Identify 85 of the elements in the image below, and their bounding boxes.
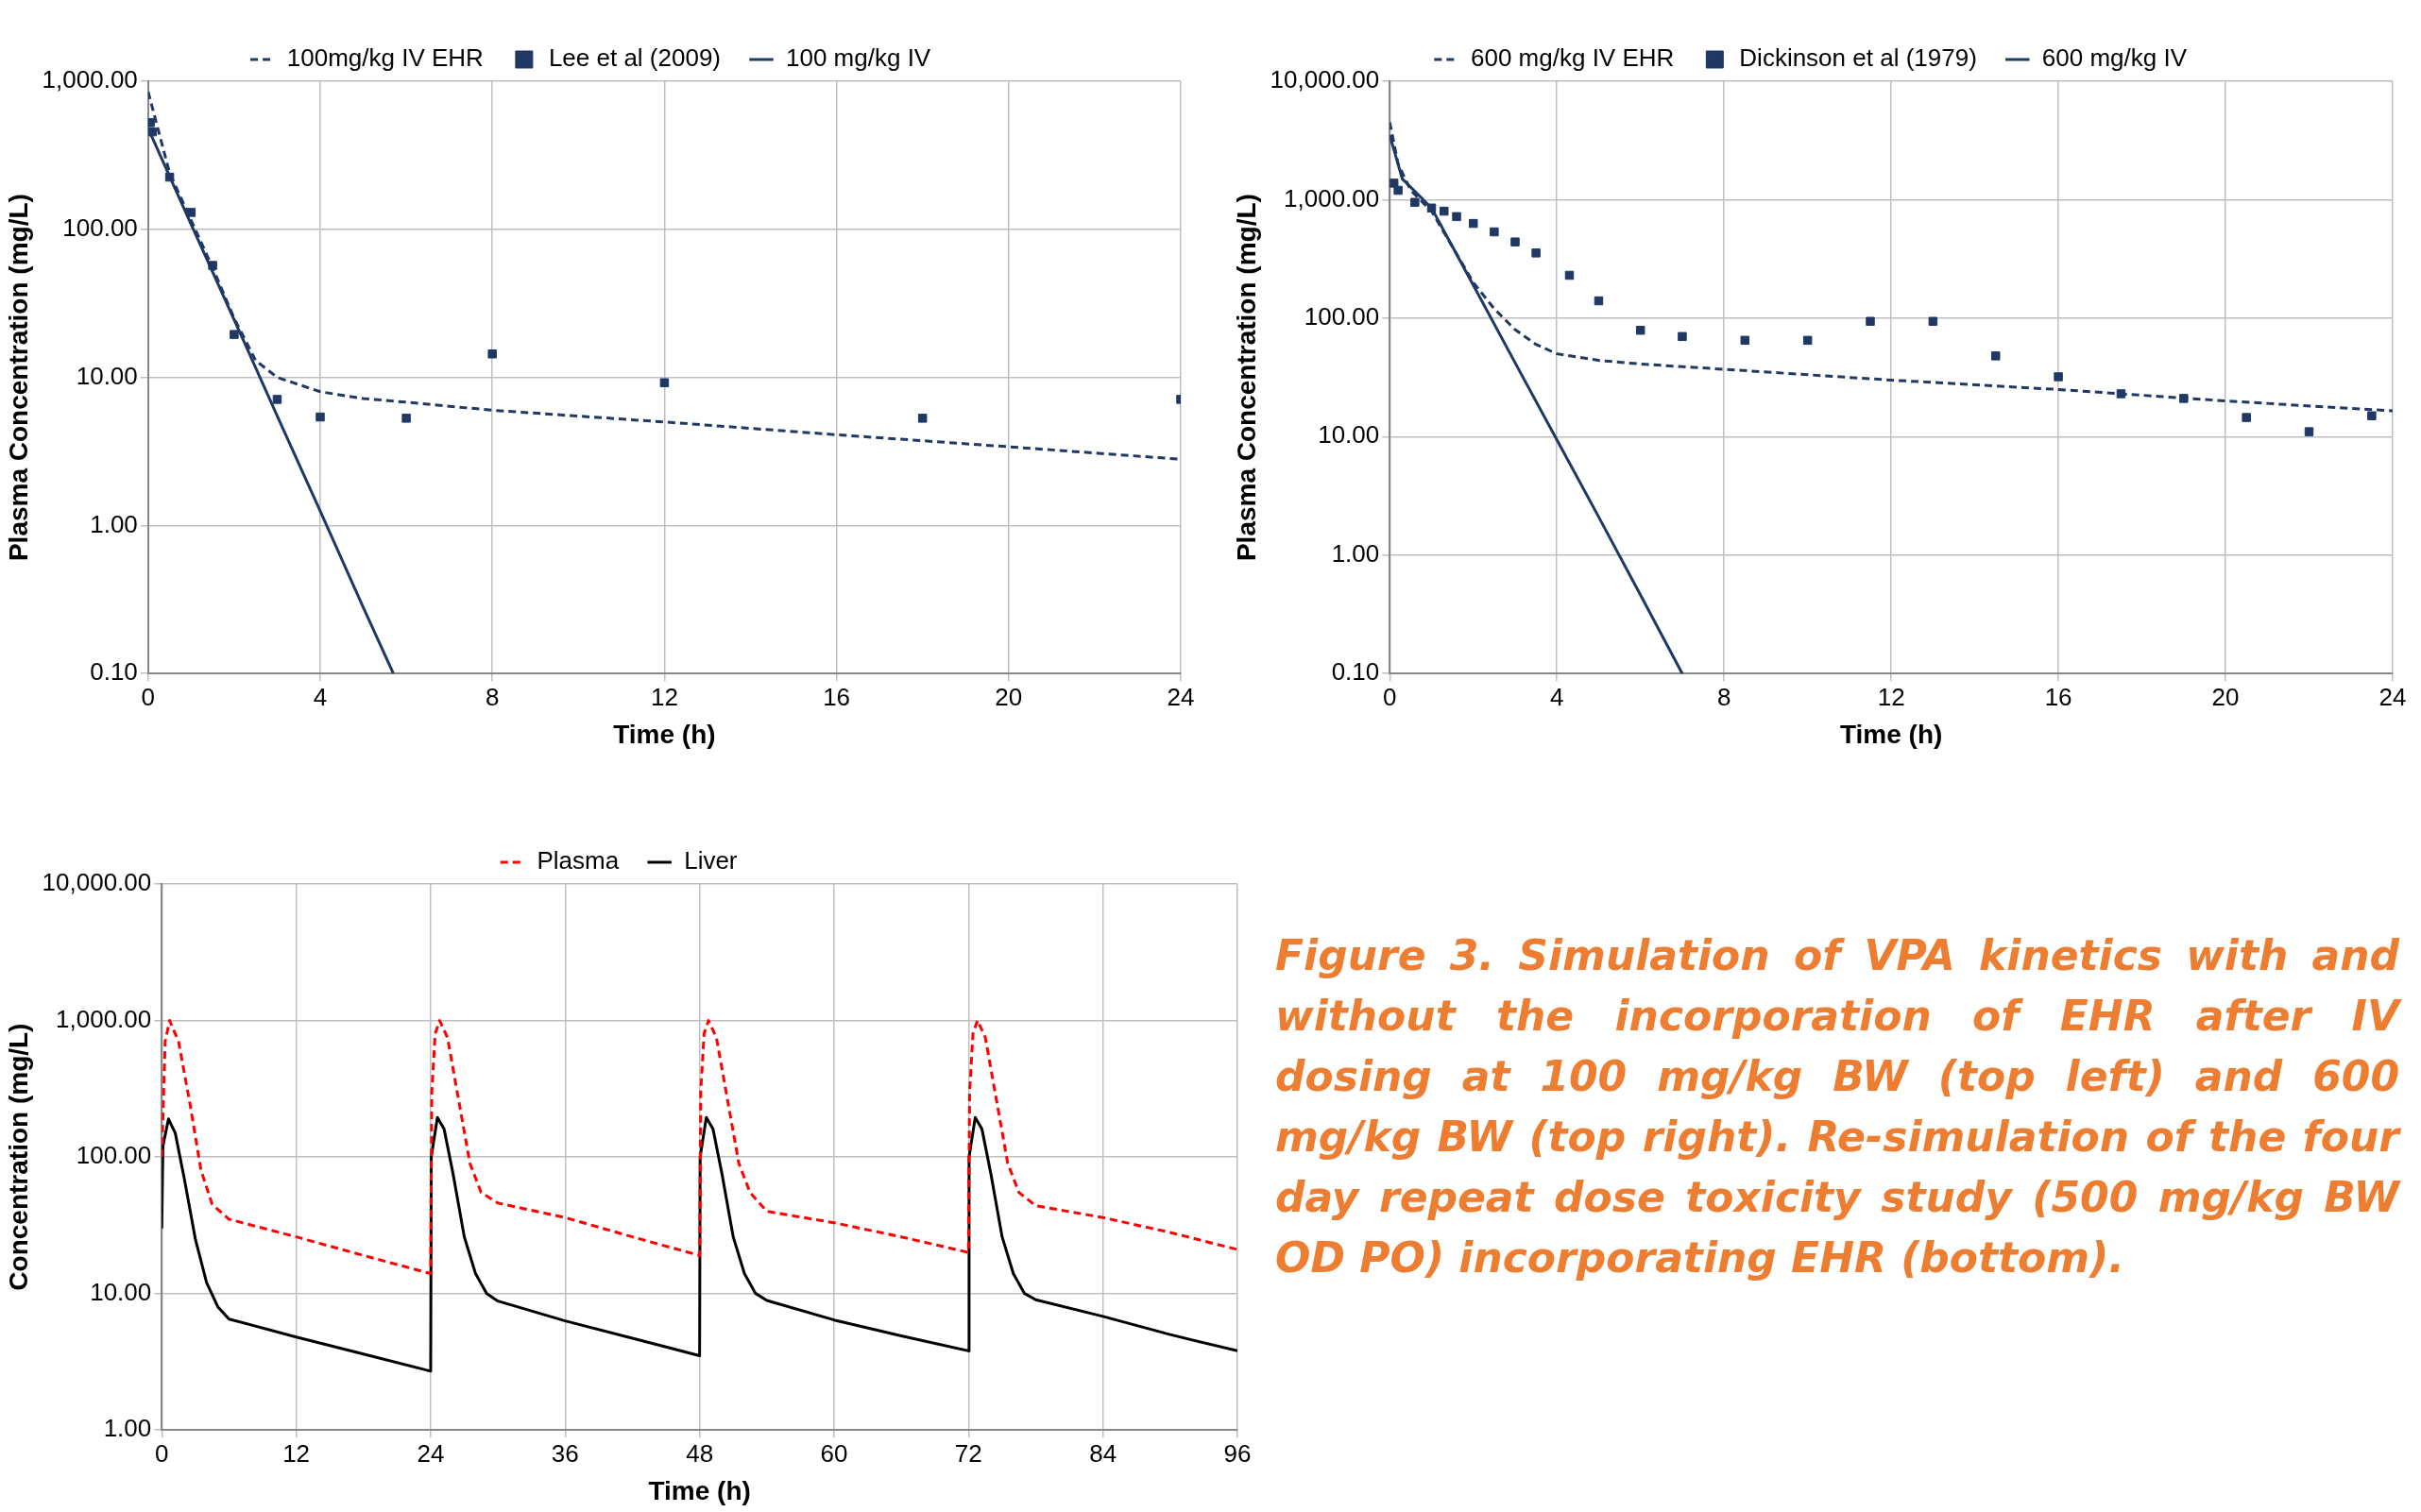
x-tick-label: 36 <box>551 1438 579 1468</box>
y-tick-label: 100.00 <box>76 1141 152 1170</box>
point <box>1740 335 1750 346</box>
y-tick-label: 10.00 <box>90 1277 152 1306</box>
legend-label: Dickinson et al (1979) <box>1739 43 1977 73</box>
x-tick-label: 4 <box>1549 682 1564 711</box>
point <box>186 208 196 217</box>
x-tick-label: 0 <box>1383 682 1397 711</box>
legend-label: Lee et al (2009) <box>548 43 722 73</box>
legend-label: 100 mg/kg IV <box>786 43 931 73</box>
x-tick-label: 96 <box>1223 1438 1252 1468</box>
y-tick-label: 1,000.00 <box>56 1004 152 1033</box>
x-axis-title: Time (h) <box>648 1475 751 1505</box>
point <box>1928 316 1938 326</box>
point <box>1490 227 1499 237</box>
x-axis-title: Time (h) <box>1839 719 1943 749</box>
point <box>1469 218 1478 229</box>
point <box>272 395 282 404</box>
x-tick-label: 24 <box>2378 682 2407 711</box>
x-tick-label: 48 <box>686 1438 714 1468</box>
x-tick-label: 20 <box>995 682 1023 711</box>
y-tick-label: 10.00 <box>76 361 138 390</box>
point <box>1452 212 1461 222</box>
x-tick-label: 0 <box>141 682 156 711</box>
point <box>147 127 158 137</box>
point <box>1390 178 1399 188</box>
legend-label: 600 mg/kg IV EHR <box>1471 43 1675 73</box>
legend-label: 100mg/kg IV EHR <box>286 43 484 73</box>
x-tick-label: 12 <box>1877 682 1905 711</box>
x-tick-label: 8 <box>1716 682 1731 711</box>
point <box>2054 372 2063 382</box>
point <box>1564 270 1575 280</box>
x-tick-label: 16 <box>2044 682 2072 711</box>
point <box>315 412 325 422</box>
y-tick-label: 1.00 <box>103 1414 152 1443</box>
legend-label: 600 mg/kg IV <box>2041 43 2188 73</box>
y-tick-label: 10,000.00 <box>1270 65 1380 94</box>
y-tick-label: 1,000.00 <box>1284 183 1380 212</box>
point <box>487 349 497 359</box>
x-tick-label: 24 <box>417 1438 445 1468</box>
x-tick-label: 24 <box>1167 682 1195 711</box>
point <box>2367 411 2377 420</box>
y-tick-label: 0.10 <box>90 657 138 687</box>
y-tick-label: 100.00 <box>62 212 138 242</box>
point <box>1410 197 1420 207</box>
point <box>1678 331 1687 342</box>
point <box>1393 185 1403 195</box>
point <box>917 414 928 423</box>
x-tick-label: 60 <box>820 1438 848 1468</box>
x-tick-label: 20 <box>2211 682 2240 711</box>
point <box>1802 335 1813 346</box>
point <box>659 378 670 388</box>
point <box>1990 351 2001 361</box>
point <box>230 330 239 339</box>
y-tick-label: 1.00 <box>90 509 138 538</box>
legend-label: Liver <box>684 846 738 875</box>
x-tick-label: 72 <box>954 1438 982 1468</box>
x-tick-label: 12 <box>282 1438 311 1468</box>
point <box>401 414 411 423</box>
y-tick-label: 10,000.00 <box>42 868 152 897</box>
point <box>147 118 155 127</box>
point <box>1594 296 1604 306</box>
x-axis-title: Time (h) <box>613 719 716 749</box>
x-tick-label: 8 <box>485 682 500 711</box>
point <box>1635 325 1645 335</box>
point <box>1440 206 1449 216</box>
y-tick-label: 100.00 <box>1304 302 1380 331</box>
y-tick-label: 10.00 <box>1318 420 1380 450</box>
x-tick-label: 84 <box>1089 1438 1117 1468</box>
y-axis-title: Plasma Concentration (mg/L) <box>3 194 33 562</box>
x-tick-label: 4 <box>313 682 328 711</box>
point <box>1531 248 1541 258</box>
y-axis-title: Plasma Concentration (mg/L) <box>1231 194 1261 562</box>
x-tick-label: 12 <box>650 682 678 711</box>
y-tick-label: 1,000.00 <box>42 65 138 94</box>
point <box>2242 413 2251 422</box>
y-tick-label: 1.00 <box>1331 538 1380 568</box>
y-axis-title: Concentration (mg/L) <box>3 1023 33 1291</box>
x-tick-label: 0 <box>155 1438 169 1468</box>
x-tick-label: 16 <box>823 682 851 711</box>
y-tick-label: 0.10 <box>1331 657 1380 687</box>
point <box>2304 427 2314 436</box>
point <box>1510 237 1520 246</box>
legend-label: Plasma <box>537 846 620 875</box>
point <box>1866 316 1875 326</box>
